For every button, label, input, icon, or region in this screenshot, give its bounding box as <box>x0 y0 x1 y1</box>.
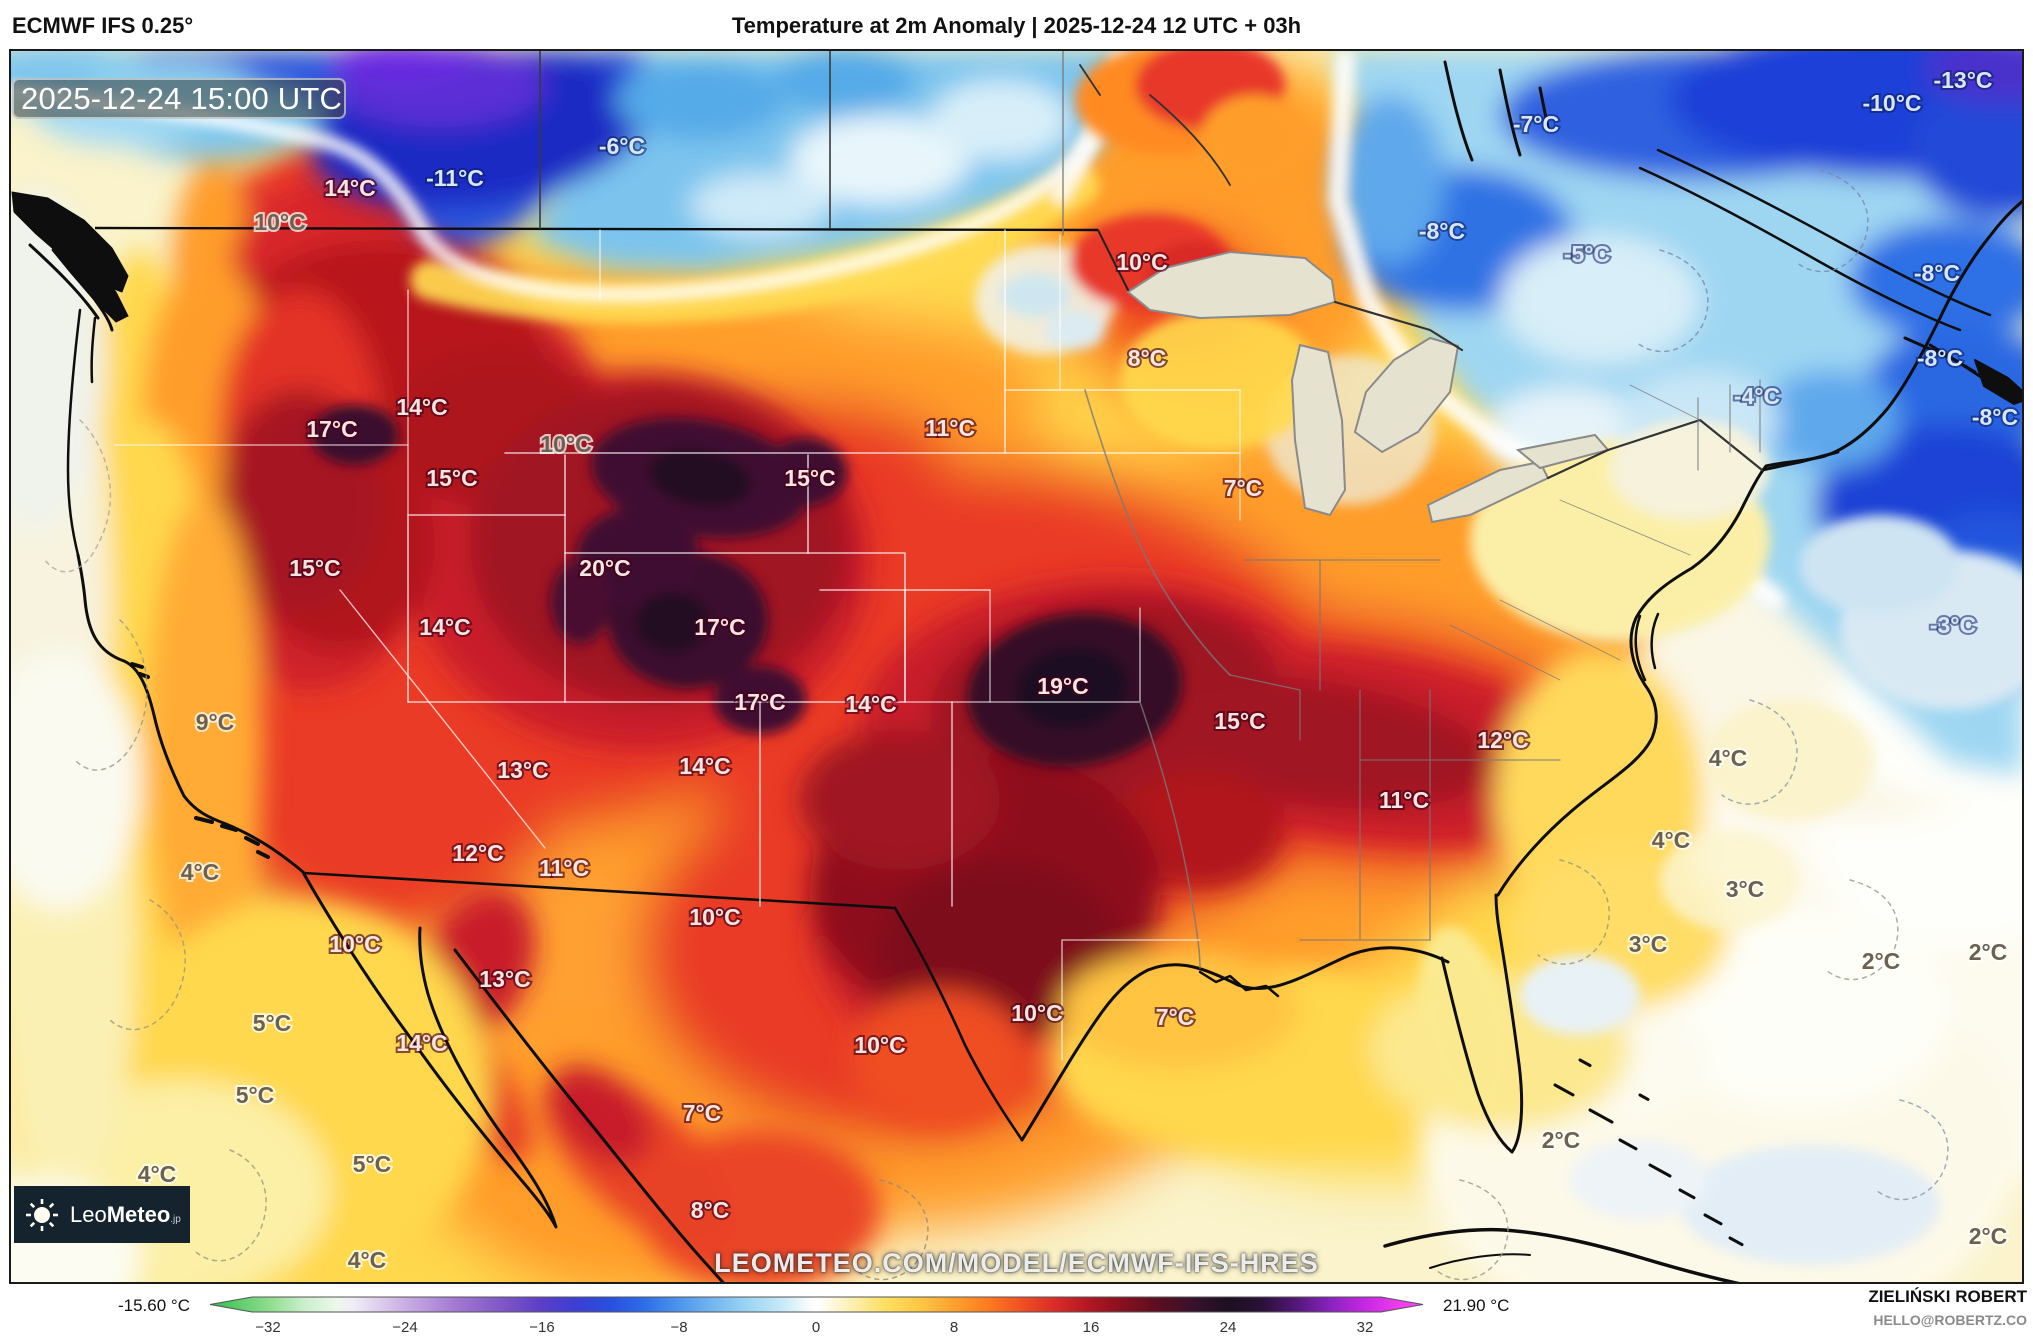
svg-text:11°C: 11°C <box>539 855 589 881</box>
svg-text:-3°C: -3°C <box>1930 612 1976 638</box>
svg-text:-8°C: -8°C <box>1917 345 1963 371</box>
svg-text:10°C: 10°C <box>1116 249 1167 275</box>
svg-text:14°C: 14°C <box>845 691 896 717</box>
svg-text:8°C: 8°C <box>691 1197 730 1223</box>
svg-text:-8°C: -8°C <box>1972 404 2018 430</box>
svg-text:14°C: 14°C <box>396 1030 447 1056</box>
svg-text:7°C: 7°C <box>1156 1004 1195 1030</box>
svg-text:3°C: 3°C <box>1726 876 1765 902</box>
svg-text:-7°C: -7°C <box>1513 111 1559 137</box>
svg-text:14°C: 14°C <box>419 614 470 640</box>
svg-text:-8°C: -8°C <box>1914 260 1960 286</box>
svg-text:17°C: 17°C <box>694 614 745 640</box>
svg-text:15°C: 15°C <box>426 465 477 491</box>
svg-text:24: 24 <box>1220 1319 1237 1336</box>
svg-text:-10°C: -10°C <box>1862 90 1921 116</box>
svg-text:9°C: 9°C <box>196 709 235 735</box>
svg-text:4°C: 4°C <box>138 1161 177 1187</box>
svg-text:8°C: 8°C <box>1128 345 1167 371</box>
svg-text:7°C: 7°C <box>683 1100 722 1126</box>
svg-text:4°C: 4°C <box>348 1247 387 1273</box>
svg-text:2°C: 2°C <box>1862 948 1901 974</box>
svg-text:3°C: 3°C <box>1629 931 1668 957</box>
svg-text:15°C: 15°C <box>784 465 835 491</box>
svg-text:17°C: 17°C <box>306 416 357 442</box>
svg-text:−16: −16 <box>529 1319 554 1336</box>
svg-text:21.90 °C: 21.90 °C <box>1443 1296 1509 1315</box>
svg-text:4°C: 4°C <box>1652 827 1691 853</box>
svg-text:−32: −32 <box>255 1319 280 1336</box>
svg-text:16: 16 <box>1083 1319 1100 1336</box>
svg-text:4°C: 4°C <box>181 859 220 885</box>
svg-text:-6°C: -6°C <box>599 133 645 159</box>
svg-text:11°C: 11°C <box>925 415 975 441</box>
svg-text:2°C: 2°C <box>1969 1223 2008 1249</box>
svg-text:19°C: 19°C <box>1037 673 1088 699</box>
svg-text:14°C: 14°C <box>679 753 730 779</box>
svg-text:-15.60 °C: -15.60 °C <box>118 1296 190 1315</box>
svg-text:11°C: 11°C <box>1379 787 1429 813</box>
svg-text:5°C: 5°C <box>236 1082 275 1108</box>
svg-text:-8°C: -8°C <box>1419 218 1465 244</box>
svg-text:12°C: 12°C <box>452 840 503 866</box>
svg-text:-11°C: -11°C <box>426 165 484 191</box>
svg-text:2°C: 2°C <box>1969 939 2008 965</box>
svg-text:14°C: 14°C <box>324 175 375 201</box>
svg-text:20°C: 20°C <box>579 555 630 581</box>
svg-text:2°C: 2°C <box>1542 1127 1581 1153</box>
svg-text:8: 8 <box>950 1319 958 1336</box>
svg-text:4°C: 4°C <box>1709 745 1748 771</box>
svg-text:10°C: 10°C <box>689 904 740 930</box>
svg-text:-5°C: -5°C <box>1564 241 1610 267</box>
svg-text:15°C: 15°C <box>1214 708 1265 734</box>
svg-text:32: 32 <box>1357 1319 1374 1336</box>
svg-text:10°C: 10°C <box>254 209 305 235</box>
svg-text:13°C: 13°C <box>497 757 548 783</box>
svg-text:17°C: 17°C <box>734 689 785 715</box>
svg-text:7°C: 7°C <box>1224 475 1263 501</box>
svg-text:12°C: 12°C <box>1477 727 1528 753</box>
svg-text:5°C: 5°C <box>353 1151 392 1177</box>
svg-text:10°C: 10°C <box>329 931 380 957</box>
svg-text:−8: −8 <box>670 1319 687 1336</box>
svg-text:-4°C: -4°C <box>1734 383 1780 409</box>
svg-text:5°C: 5°C <box>253 1010 292 1036</box>
svg-text:15°C: 15°C <box>289 555 340 581</box>
svg-text:-13°C: -13°C <box>1933 67 1992 93</box>
svg-text:0: 0 <box>812 1319 820 1336</box>
svg-text:10°C: 10°C <box>854 1032 905 1058</box>
svg-text:10°C: 10°C <box>1011 1000 1062 1026</box>
svg-text:10°C: 10°C <box>540 431 591 457</box>
svg-text:14°C: 14°C <box>396 394 447 420</box>
svg-text:13°C: 13°C <box>479 966 530 992</box>
svg-text:−24: −24 <box>392 1319 417 1336</box>
